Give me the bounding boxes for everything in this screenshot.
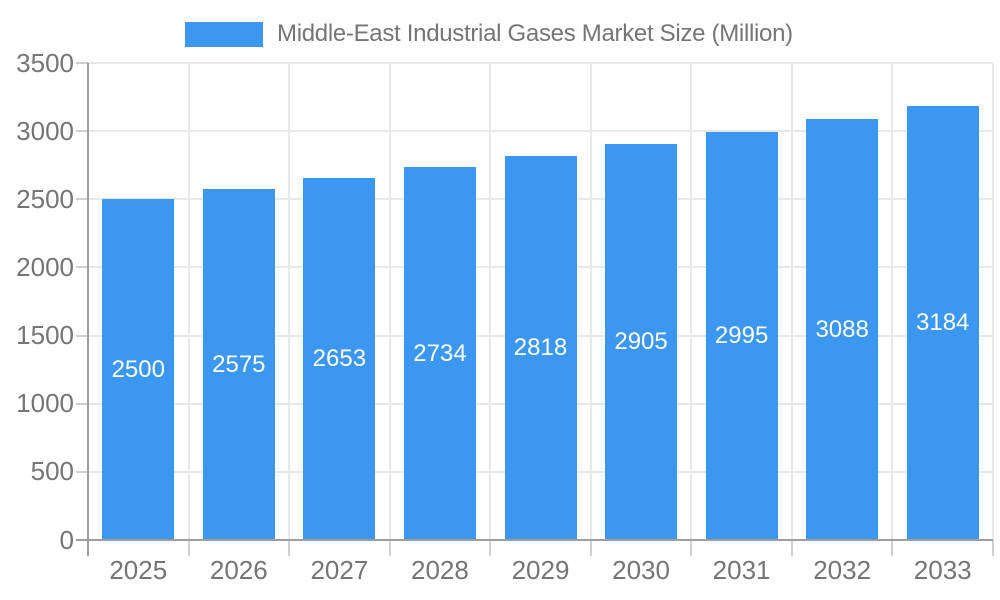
y-tick [76,402,88,405]
y-tick [76,266,88,269]
bar-value-label: 2653 [312,345,367,373]
bar-value-label: 3088 [815,315,869,343]
y-tick-label: 0 [59,524,74,555]
x-tick [187,540,190,556]
v-gridline [388,63,391,540]
v-gridline [589,63,592,540]
y-tick [76,62,88,64]
x-tick-label: 2029 [511,555,570,585]
x-tick-label: 2033 [913,555,972,585]
y-axis-line [87,63,89,556]
x-tick [992,540,994,556]
y-tick-label: 2500 [16,183,74,214]
v-gridline [288,63,291,540]
y-tick-label: 2000 [16,251,74,282]
x-tick [388,540,391,556]
bar: 2653 [303,178,376,540]
v-gridline [992,63,994,540]
x-tick [790,540,793,556]
y-tick [76,470,88,473]
y-tick-label: 1000 [16,388,74,419]
x-tick [690,540,693,556]
x-tick-label: 2027 [310,555,369,585]
x-tick [891,540,894,556]
y-tick [76,334,88,337]
x-tick-label: 2030 [612,555,670,585]
v-gridline [690,63,693,540]
bar-value-label: 2905 [614,328,668,356]
y-tick [76,130,88,133]
x-tick-label: 2028 [411,555,469,585]
h-gridline [88,130,993,133]
x-tick-label: 2026 [209,555,268,585]
y-tick-label: 3000 [16,115,74,146]
x-tick-label: 2032 [813,555,872,585]
bar: 2905 [605,144,678,540]
v-gridline [489,63,492,540]
bar-value-label: 2734 [413,339,467,367]
x-tick [489,540,492,556]
bar-value-label: 2500 [111,355,165,383]
v-gridline [187,63,190,540]
legend: Middle-East Industrial Gases Market Size… [185,20,793,48]
x-tick-label: 2025 [109,555,168,585]
bar-value-label: 2995 [714,321,769,349]
h-gridline [88,62,993,64]
legend-swatch [185,21,263,47]
v-gridline [790,63,793,540]
bar: 3184 [906,106,979,540]
x-axis-line [76,539,993,541]
v-gridline [891,63,894,540]
bar: 2500 [102,199,175,540]
y-tick-label: 500 [30,456,74,487]
y-tick [76,198,88,201]
bar: 3088 [806,119,879,540]
x-tick [288,540,291,556]
legend-label: Middle-East Industrial Gases Market Size… [277,20,793,47]
y-tick-label: 3500 [16,47,74,78]
y-tick-label: 1500 [16,320,74,351]
bar: 2818 [504,155,577,540]
bar-value-label: 2575 [212,350,266,378]
x-tick-label: 2031 [712,555,771,585]
bar: 2575 [202,189,275,540]
x-tick [589,540,592,556]
bar-value-label: 2818 [513,333,568,361]
bar: 2995 [705,131,778,540]
bar-value-label: 3184 [916,309,970,337]
bar: 2734 [403,167,476,540]
